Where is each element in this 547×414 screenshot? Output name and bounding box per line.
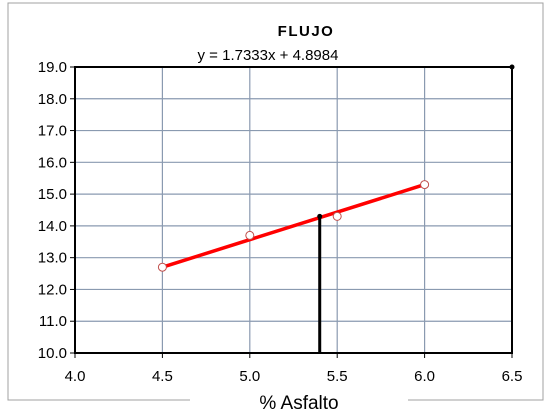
y-tick-label: 12.0 — [38, 281, 67, 298]
x-axis-title: % Asfalto — [259, 393, 338, 414]
x-tick-label: 6.5 — [502, 368, 523, 385]
trendline — [160, 182, 427, 269]
x-tick-label: 6.0 — [414, 368, 435, 385]
x-tick-label: 4.0 — [65, 368, 86, 385]
x-tick-label: 4.5 — [152, 368, 173, 385]
plot-area-border — [74, 66, 513, 354]
chart-subtitle: y = 1.7333x + 4.8984 — [198, 47, 339, 64]
x-tick-label: 5.5 — [327, 368, 348, 385]
chart-title: FLUJO — [278, 23, 335, 40]
data-point — [157, 262, 167, 272]
y-tick-label: 16.0 — [38, 154, 67, 171]
y-tick-label: 17.0 — [38, 123, 67, 140]
y-tick-label: 13.0 — [38, 250, 67, 267]
y-tick-label: 19.0 — [38, 59, 67, 76]
y-tick-label: 14.0 — [38, 218, 67, 235]
y-tick-label: 11.0 — [39, 313, 67, 330]
grid-layer — [75, 67, 512, 353]
x-tick-label: 5.0 — [239, 368, 260, 385]
data-point — [245, 230, 255, 240]
y-tick-label: 15.0 — [38, 186, 67, 203]
y-tick-label: 10.0 — [38, 345, 67, 362]
axes-layer: 10.0 11.0 12.0 13.0 14.0 15.0 16.0 17.0 18.0 19.0… — [38, 59, 523, 385]
marker-line-cap — [317, 213, 323, 219]
corner-handle — [509, 64, 515, 70]
y-tick-label: 18.0 — [38, 91, 67, 108]
chart-frame — [7, 2, 544, 401]
data-layer — [157, 180, 430, 353]
data-point — [332, 211, 342, 221]
data-point — [420, 180, 430, 190]
